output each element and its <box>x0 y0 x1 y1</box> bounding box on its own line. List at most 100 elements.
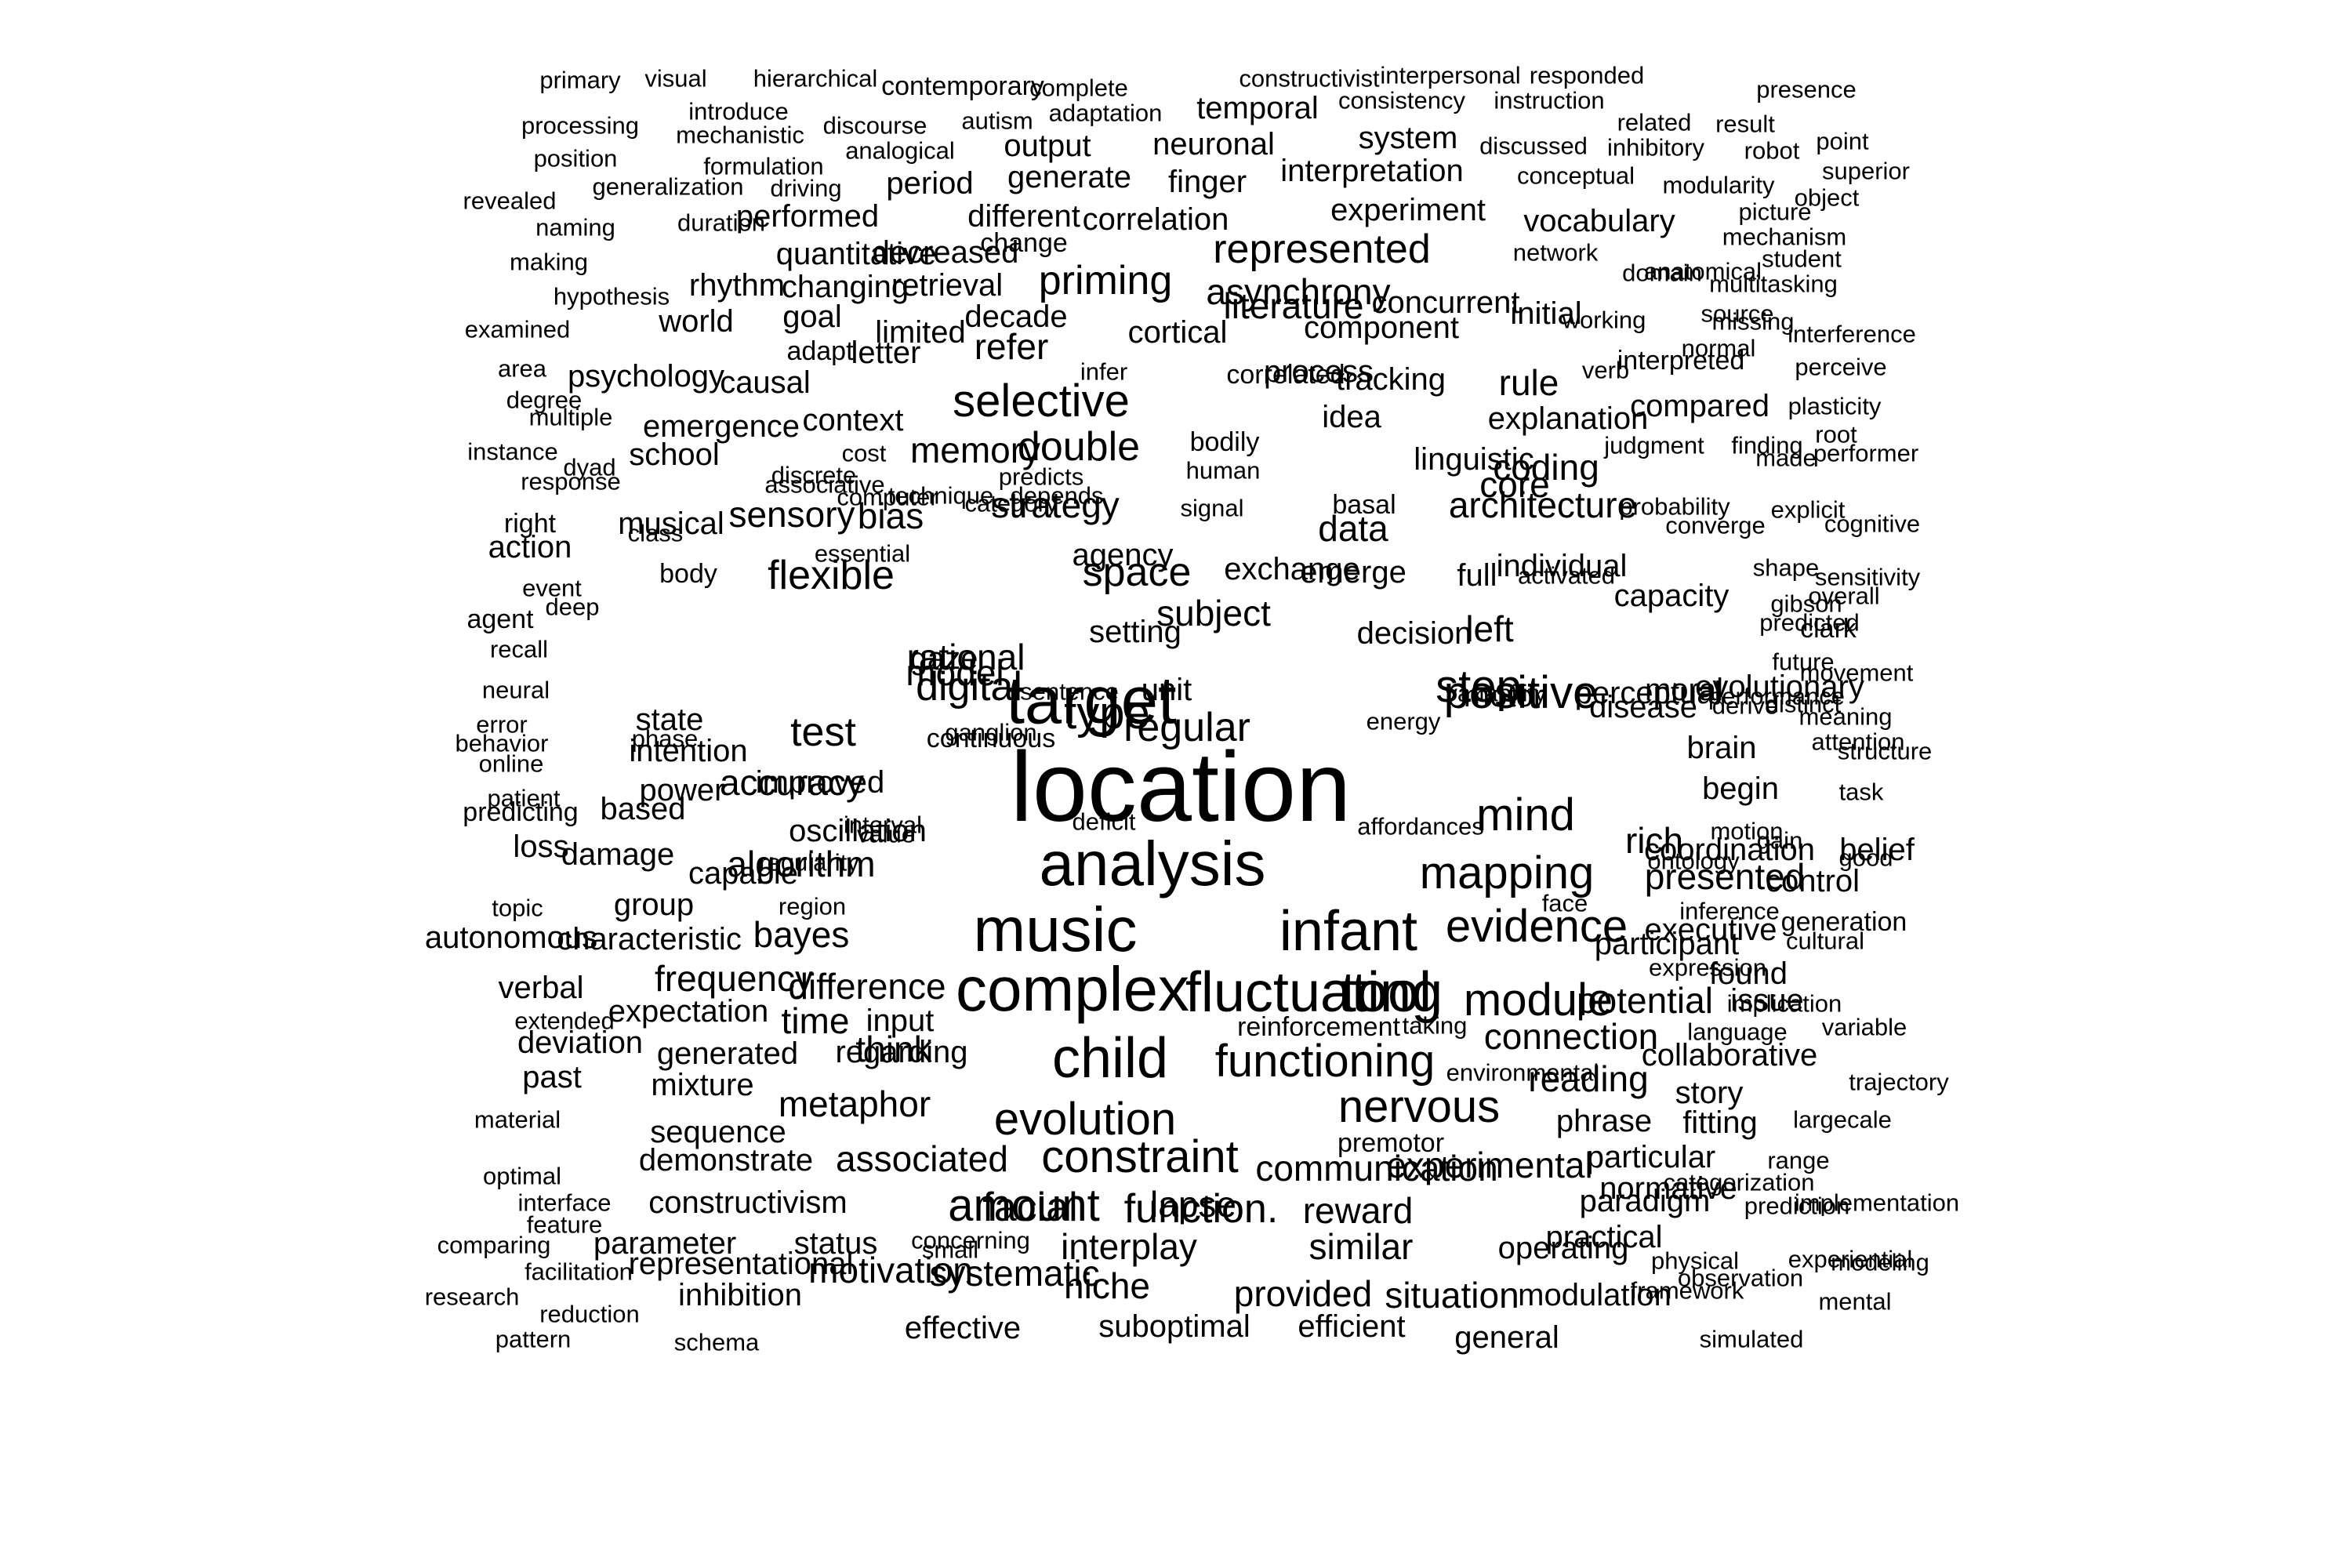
cloud-word: presented <box>1644 856 1806 897</box>
cloud-word: presence <box>1756 75 1857 103</box>
cloud-word: causal <box>720 365 811 400</box>
cloud-word: adaptation <box>1048 99 1163 127</box>
cloud-word: attention <box>1811 728 1905 756</box>
cloud-word: loss <box>513 829 569 864</box>
cloud-word: topic <box>492 894 543 922</box>
cloud-word: regarding <box>835 1035 968 1069</box>
cloud-word: expectation <box>608 994 769 1029</box>
cloud-word: different <box>967 199 1080 234</box>
cloud-word: participant <box>1594 927 1740 961</box>
cloud-word: optimal <box>483 1162 561 1190</box>
cloud-word: adapt <box>786 336 854 366</box>
cloud-word: mental <box>1818 1287 1892 1316</box>
cloud-word: function. <box>1123 1186 1279 1232</box>
cloud-word: regularity <box>759 848 859 877</box>
cloud-word: change <box>980 228 1068 258</box>
cloud-word: practical <box>1545 1220 1663 1254</box>
cloud-word: tracking <box>1335 362 1446 397</box>
cloud-word: quantitative <box>775 237 937 271</box>
cloud-word: interface <box>517 1189 612 1217</box>
cloud-word: recall <box>489 635 549 663</box>
cloud-word: vocabulary <box>1523 204 1675 238</box>
cloud-word: right <box>503 509 557 539</box>
cloud-word: decision <box>1356 616 1472 651</box>
cloud-word: range <box>1767 1146 1830 1174</box>
cloud-word: reinforcement <box>1237 1012 1400 1042</box>
cloud-word: model <box>906 652 1004 693</box>
cloud-word: executive <box>1644 913 1777 947</box>
cloud-word: discussed <box>1479 132 1588 160</box>
cloud-word: position <box>533 144 618 172</box>
cloud-word: discourse <box>822 111 927 140</box>
cloud-word: complete <box>1029 74 1128 102</box>
cloud-word: infant <box>1279 900 1418 963</box>
cloud-word: revealed <box>463 187 557 215</box>
cloud-word: depends <box>1010 481 1104 510</box>
cloud-word: system <box>1358 121 1458 155</box>
cloud-word: characteristic <box>557 922 742 956</box>
cloud-word: reduction <box>539 1300 640 1328</box>
cloud-word: child <box>1051 1027 1169 1090</box>
cloud-word: meaning <box>1798 702 1893 731</box>
cloud-word: correlation <box>1082 202 1229 237</box>
cloud-word: prediction <box>1744 1192 1850 1220</box>
cloud-word: letter <box>851 336 921 370</box>
cloud-word: driving <box>770 174 842 202</box>
cloud-word: multitasking <box>1709 270 1838 298</box>
cloud-word: control <box>1765 864 1860 898</box>
cloud-word: converge <box>1665 511 1766 539</box>
cloud-word: performance <box>1708 682 1846 710</box>
cloud-word: evidence <box>1445 901 1628 952</box>
cloud-word: bodily <box>1189 427 1260 457</box>
cloud-word: predicted <box>1759 608 1860 637</box>
cloud-word: fitting <box>1682 1105 1758 1140</box>
cloud-word: generated <box>656 1036 799 1071</box>
cloud-word: premotor <box>1337 1128 1445 1158</box>
cloud-word: fluctuating <box>1185 961 1443 1024</box>
cloud-word: finding <box>1731 431 1803 459</box>
cloud-word: experiment <box>1330 193 1486 227</box>
cloud-word: psychology <box>567 359 725 394</box>
cloud-word: motion <box>1710 817 1784 845</box>
cloud-word: anatomical <box>1644 257 1762 285</box>
cloud-word: input <box>866 1004 935 1038</box>
cloud-word: discrete <box>771 461 857 489</box>
cloud-word: period <box>886 166 974 201</box>
cloud-word: compared <box>1630 389 1769 423</box>
cloud-word: associative <box>764 470 885 499</box>
cloud-word: neural <box>481 676 550 704</box>
cloud-word: niche <box>1064 1265 1150 1306</box>
cloud-word: disease <box>1589 690 1697 724</box>
cloud-word: physical <box>1651 1247 1739 1275</box>
cloud-word: research <box>424 1283 520 1311</box>
cloud-word: subject <box>1156 593 1271 633</box>
cloud-word: flexible <box>768 553 895 598</box>
cloud-word: derive <box>1711 691 1779 720</box>
cloud-word: missing <box>1711 307 1795 336</box>
cloud-word: picture <box>1738 198 1812 226</box>
cloud-word: rich <box>1624 820 1684 861</box>
cloud-word: implication <box>1726 989 1842 1018</box>
cloud-word: regular <box>1123 705 1250 750</box>
cloud-word: examined <box>464 315 571 343</box>
cloud-word: conceptual <box>1517 162 1635 190</box>
cloud-word: functioning <box>1214 1036 1436 1087</box>
cloud-word: status <box>793 1226 878 1261</box>
cloud-word: body <box>659 559 717 589</box>
cloud-word: limited <box>875 315 966 350</box>
cloud-word: retrieval <box>891 268 1004 303</box>
cloud-word: systematic <box>929 1253 1100 1294</box>
cloud-word: data <box>1318 508 1388 549</box>
cloud-word: memory <box>909 430 1041 470</box>
cloud-word: unit <box>1141 673 1192 707</box>
cloud-word: action <box>488 530 572 564</box>
cloud-word: reading <box>1528 1058 1649 1099</box>
cloud-word: network <box>1512 238 1599 267</box>
cloud-word: instance <box>467 437 558 466</box>
cloud-word: pattern <box>495 1325 572 1353</box>
cloud-word: continuous <box>926 724 1056 753</box>
cloud-word: made <box>1755 444 1817 472</box>
cloud-word: coordination <box>1644 833 1815 867</box>
cloud-word: hierarchical <box>753 64 878 93</box>
cloud-word: formulation <box>703 152 824 180</box>
